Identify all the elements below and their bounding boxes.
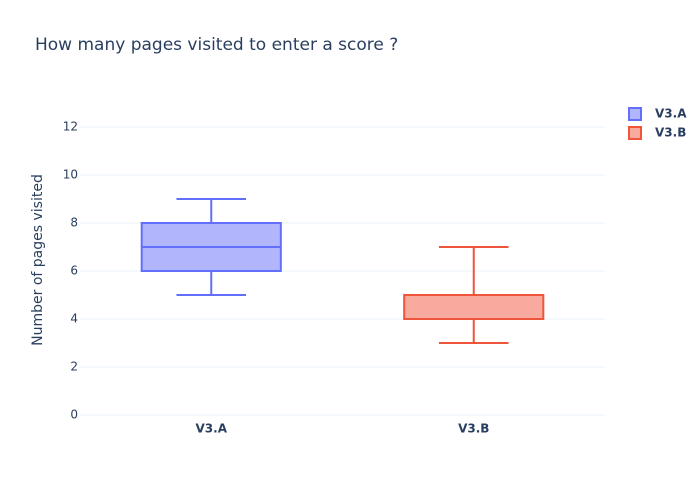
y-tick-label: 6 xyxy=(70,264,78,278)
legend-swatch xyxy=(628,126,642,140)
y-tick-label: 0 xyxy=(70,408,78,422)
y-tick-label: 2 xyxy=(70,360,78,374)
y-tick-label: 4 xyxy=(70,312,78,326)
legend-label: V3.B xyxy=(655,126,686,140)
legend-label: V3.A xyxy=(655,107,687,121)
y-axis-title: Number of pages visited xyxy=(30,174,46,346)
chart-title: How many pages visited to enter a score … xyxy=(35,35,398,55)
box xyxy=(403,294,545,320)
y-tick-label: 10 xyxy=(63,168,78,182)
legend-swatch xyxy=(628,107,642,121)
x-tick-label: V3.A xyxy=(196,422,228,436)
y-tick-label: 12 xyxy=(63,120,78,134)
x-tick-label: V3.B xyxy=(458,422,489,436)
y-tick-label: 8 xyxy=(70,216,78,230)
